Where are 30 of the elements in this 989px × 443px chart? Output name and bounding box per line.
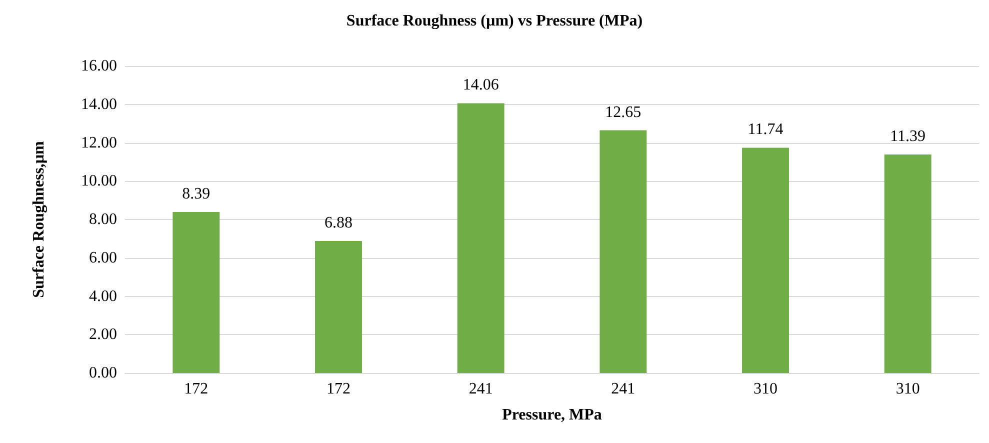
x-tick-label: 172: [184, 380, 208, 398]
y-tick-label: 8.00: [89, 211, 117, 228]
y-axis-title: Surface Roughness,µm: [30, 140, 48, 298]
bar: [457, 103, 504, 373]
x-tick-label: 241: [468, 380, 493, 398]
x-tick-label: 310: [754, 380, 778, 398]
y-tick-label: 6.00: [89, 249, 117, 266]
x-axis-title: Pressure, MPa: [502, 406, 602, 424]
bar: [742, 148, 789, 373]
chart-title: Surface Roughness (µm) vs Pressure (MPa): [346, 12, 643, 30]
bar: [884, 154, 932, 373]
y-tick-label: 2.00: [89, 326, 117, 344]
x-tick-label: 241: [611, 380, 636, 398]
data-label: 11.39: [890, 128, 926, 145]
y-tick-label: 10.00: [81, 172, 117, 190]
data-label: 8.39: [182, 186, 210, 203]
y-tick-label: 12.00: [81, 134, 117, 152]
x-tick-label: 172: [326, 380, 350, 398]
bar: [600, 130, 647, 373]
y-tick-label: 0.00: [89, 364, 117, 382]
data-label: 6.88: [324, 214, 352, 232]
y-tick-label: 4.00: [89, 288, 117, 305]
data-label: 14.06: [462, 76, 499, 94]
y-tick-label: 14.00: [81, 96, 117, 113]
bar: [172, 212, 220, 373]
bar: [315, 240, 362, 373]
y-tick-label: 16.00: [81, 58, 117, 74]
data-label: 12.65: [605, 104, 642, 121]
data-label: 11.74: [748, 121, 784, 138]
x-tick-label: 310: [896, 380, 920, 398]
